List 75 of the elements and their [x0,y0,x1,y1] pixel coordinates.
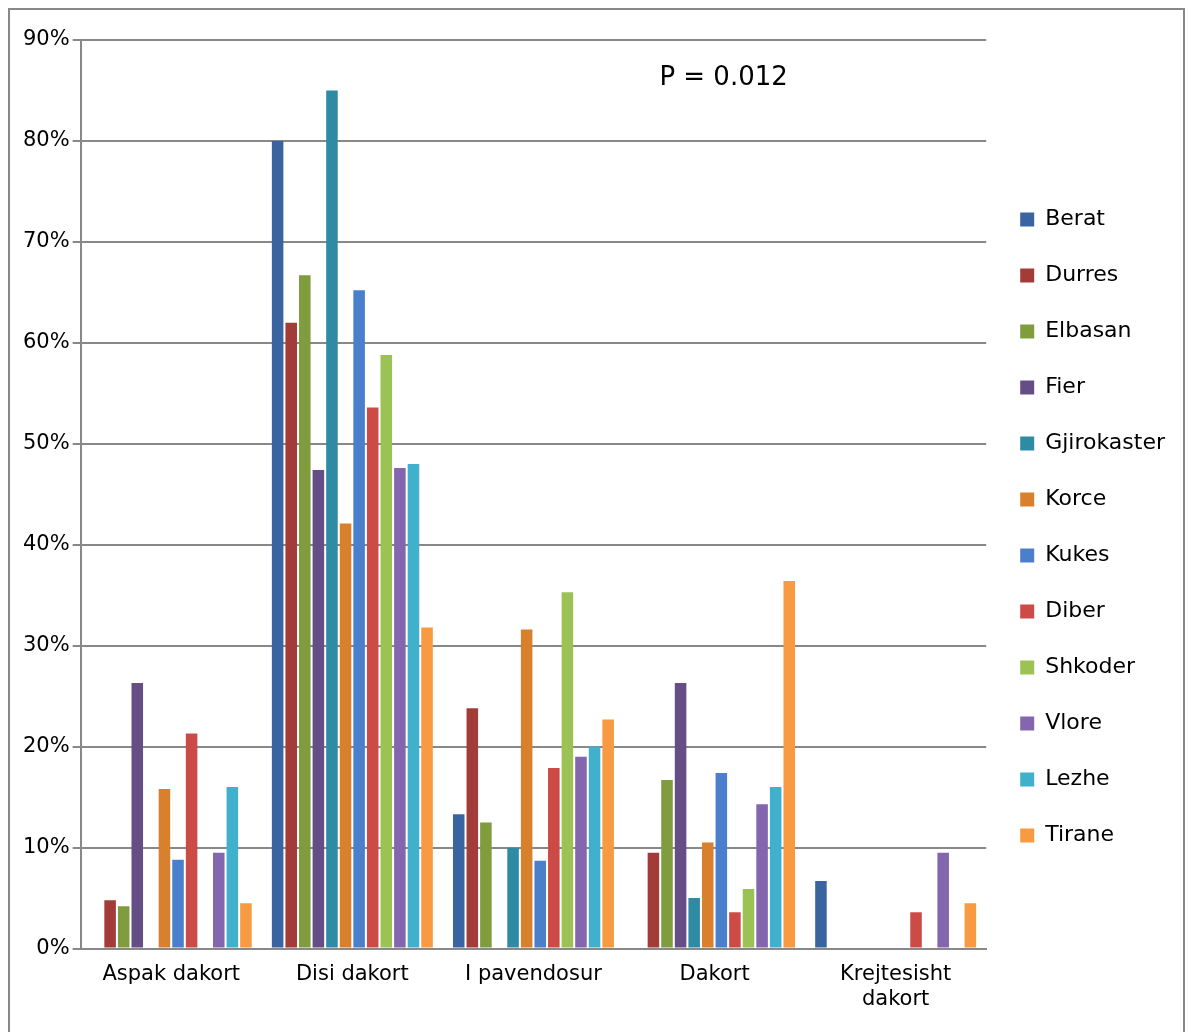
bar [285,322,297,948]
bar [185,733,198,948]
bar [964,903,977,948]
bar [226,787,239,948]
bar [910,912,922,948]
legend-label: Vlore [1045,709,1102,735]
legend-label: Berat [1045,205,1106,231]
bar [353,290,365,948]
legend-label: Shkoder [1045,653,1137,679]
bar [380,354,393,948]
bar [548,767,560,948]
bar [366,407,379,948]
y-tick-label: 80% [22,127,70,152]
x-tick-label: I pavendosur [465,960,603,985]
bar [240,903,252,948]
legend-label: Gjirokaster [1045,429,1166,455]
bar [520,629,533,948]
bar [466,708,479,948]
bar [769,787,782,948]
legend-label: Diber [1045,597,1106,623]
bar [729,912,741,948]
bar [742,889,755,948]
bar [602,719,614,948]
y-tick-label: 20% [22,733,70,758]
bar [507,847,519,948]
y-tick-label: 40% [22,531,70,556]
legend-label: Durres [1045,261,1119,287]
bar [937,852,949,948]
legend-label: Elbasan [1045,317,1132,343]
bar [117,906,130,948]
x-tick-label: Aspak dakort [102,960,241,985]
bar [104,900,116,948]
legend-label: Lezhe [1045,765,1110,791]
bar [661,780,673,948]
bar [421,627,433,948]
bar [452,814,465,948]
bar [756,804,768,948]
y-tick-label: 60% [22,329,70,354]
bar [394,468,406,948]
legend-label: Tirane [1044,821,1115,847]
bar [271,140,284,948]
x-tick-label: Krejtesisht dakort [840,960,952,1010]
legend-label: Kukes [1045,541,1110,567]
bar [575,756,587,948]
bar [172,859,184,948]
bar [158,789,171,948]
bar [688,898,700,948]
bar [131,683,144,948]
bar [213,852,225,948]
x-tick-label: Disi dakort [295,960,409,985]
annotation: P = 0.012 [659,60,788,91]
bar [715,772,728,948]
y-tick-label: 90% [22,26,70,51]
bar [312,470,325,948]
bar [480,822,492,948]
bar [815,880,827,948]
y-tick-label: 10% [22,834,70,859]
legend-label: Korce [1045,485,1107,511]
bar [674,683,687,948]
y-tick-label: 50% [22,430,70,455]
bar [299,275,311,948]
bar [783,581,796,948]
y-tick-label: 70% [22,228,70,253]
bar [701,842,714,948]
y-tick-label: 0% [36,935,70,960]
y-tick-label: 30% [22,632,70,657]
bar [407,464,420,948]
x-tick-label: Dakort [679,960,750,985]
bar [588,746,601,948]
bar [326,90,338,948]
bar [534,860,546,948]
bar [647,852,660,948]
legend-label: Fier [1045,373,1086,399]
bar [561,592,574,948]
bar [339,523,352,948]
